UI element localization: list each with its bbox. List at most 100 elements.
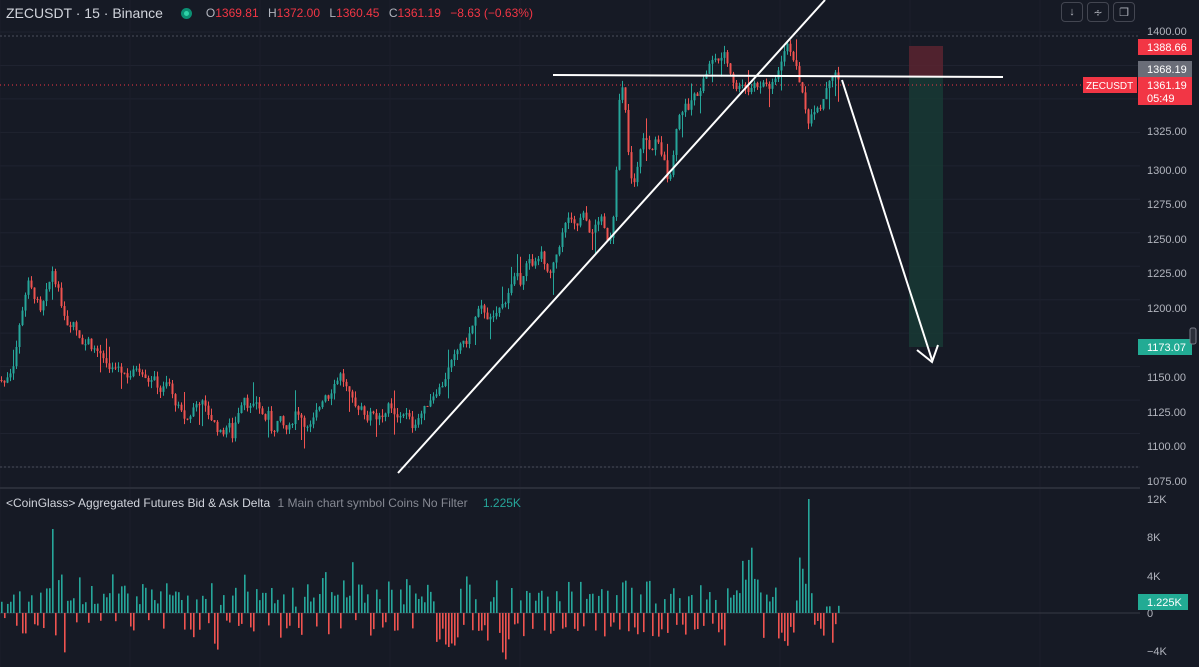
stop-loss-zone[interactable] <box>909 46 943 76</box>
candle-body <box>411 416 414 429</box>
candle-body <box>264 414 267 420</box>
candle-body <box>480 305 483 309</box>
candle-body <box>105 358 108 364</box>
delta-tick: −4K <box>1147 646 1168 658</box>
candle-body <box>399 416 402 418</box>
candle-body <box>576 223 579 226</box>
delta-bar <box>760 592 762 613</box>
delta-bar <box>301 613 303 635</box>
delta-bar <box>268 613 270 626</box>
candle-body <box>144 374 147 378</box>
candle-body <box>15 346 18 367</box>
delta-bar <box>235 587 237 613</box>
delta-bar <box>826 606 828 613</box>
restore-icon[interactable]: ❐ <box>1113 2 1135 22</box>
arrow-down-icon[interactable]: ↓ <box>1061 2 1083 22</box>
indicator-axis[interactable]: 12K 8K 4K 0 −4K <box>1147 494 1168 658</box>
candle-body <box>591 232 594 234</box>
delta-bar <box>634 613 636 628</box>
candle-body <box>393 408 396 415</box>
delta-bar <box>652 613 654 637</box>
horizontal-resistance-line[interactable] <box>552 74 1004 78</box>
delta-bar <box>658 613 660 637</box>
delta-bar <box>529 592 531 613</box>
delta-tick: 12K <box>1147 494 1167 506</box>
delta-bar <box>46 588 48 613</box>
delta-bar <box>787 613 789 646</box>
candle-body <box>51 271 54 282</box>
indicator-legend[interactable]: <CoinGlass> Aggregated Futures Bid & Ask… <box>6 496 521 510</box>
candle-body <box>267 410 270 420</box>
candle-body <box>447 367 450 380</box>
down-arrow-line[interactable] <box>841 79 933 361</box>
candle-body <box>693 93 696 101</box>
candle-body <box>615 169 618 217</box>
candle-body <box>561 232 564 248</box>
delta-bar <box>319 594 321 613</box>
delta-bar <box>628 613 630 632</box>
symbol-title[interactable]: ZECUSDT · 15 · Binance <box>6 5 163 21</box>
candle-body <box>219 429 222 433</box>
candle-body <box>555 254 558 263</box>
delta-bar <box>43 613 45 629</box>
candle-body <box>501 303 504 308</box>
delta-bar <box>481 613 483 631</box>
delta-bar <box>433 601 435 613</box>
candle-body <box>819 107 822 109</box>
candle-body <box>702 78 705 92</box>
delta-bar <box>667 613 669 633</box>
delta-bar <box>673 588 675 613</box>
delta-bar <box>820 613 822 629</box>
candle-body <box>186 418 189 420</box>
candle-body <box>498 307 501 314</box>
candle-body <box>255 402 258 404</box>
candle-body <box>522 276 525 285</box>
delta-bar <box>403 604 405 613</box>
candle-body <box>783 51 786 62</box>
delta-bar <box>379 599 381 613</box>
candle-body <box>654 139 657 150</box>
candle-body <box>54 271 57 285</box>
delta-bar <box>661 613 663 630</box>
price-axis[interactable]: 1400.00 1325.00 1300.00 1275.00 1250.00 … <box>1147 26 1187 488</box>
delta-bar <box>517 613 519 624</box>
change-value: −8.63 (−0.63%) <box>450 6 533 20</box>
delta-bar <box>688 596 690 613</box>
delta-bar <box>181 599 183 613</box>
delta-bar <box>253 613 255 632</box>
candle-body <box>180 404 183 411</box>
candle-body <box>612 216 615 238</box>
candle-body <box>312 417 315 425</box>
profit-target-zone[interactable] <box>909 76 943 347</box>
delta-bar <box>127 593 129 613</box>
delta-bar <box>52 529 54 613</box>
axis-scroll-handle[interactable] <box>1189 327 1197 345</box>
delta-bar <box>223 595 225 613</box>
delta-bar <box>541 590 543 613</box>
collapse-icon[interactable]: ∻ <box>1087 2 1109 22</box>
delta-bar <box>151 589 153 613</box>
candle-body <box>423 405 426 414</box>
delta-bar <box>292 587 294 613</box>
candle-body <box>417 418 420 425</box>
candle-body <box>90 338 93 350</box>
delta-bar <box>733 594 735 613</box>
delta-bar <box>613 613 615 623</box>
close-label: C <box>388 6 398 20</box>
candle-body <box>207 405 210 415</box>
delta-bar <box>373 613 375 630</box>
candle-body <box>432 396 435 401</box>
candle-body <box>504 303 507 305</box>
candle-body <box>582 212 585 218</box>
delta-bar <box>607 590 609 613</box>
delta-bar <box>190 613 192 630</box>
delta-bar <box>745 579 747 613</box>
high-label: H <box>267 6 277 20</box>
delta-bar <box>598 595 600 613</box>
delta-bar <box>736 590 738 613</box>
delta-bar <box>565 613 567 628</box>
candle-body <box>828 80 831 89</box>
candle-body <box>72 322 75 327</box>
trendline-ascending[interactable] <box>397 0 826 474</box>
